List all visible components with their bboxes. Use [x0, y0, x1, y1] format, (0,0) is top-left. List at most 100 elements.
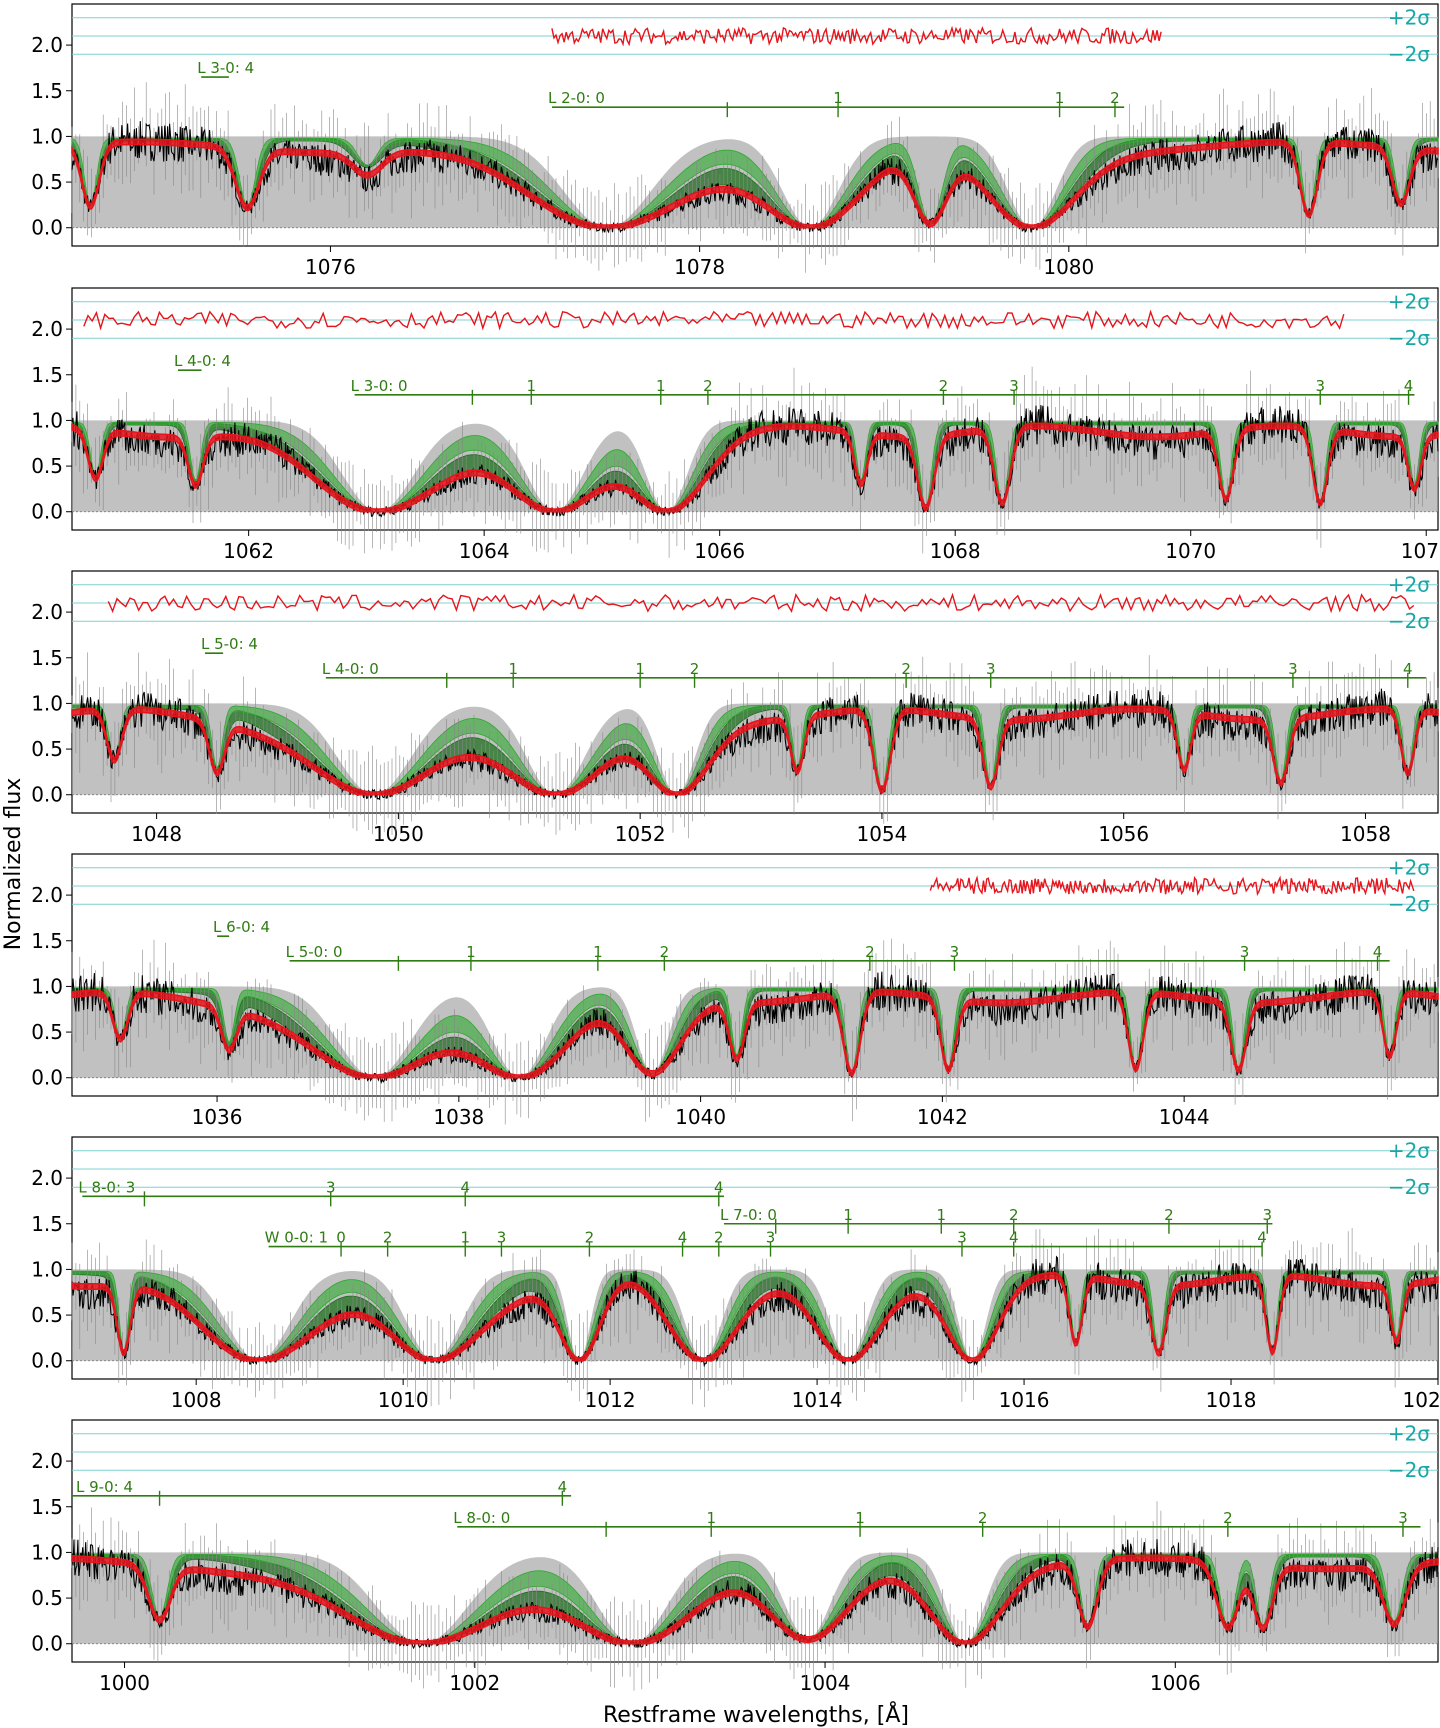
sigma-plus-label: +2σ — [1388, 573, 1430, 597]
line-marker-label: 1 — [526, 377, 536, 395]
y-tick-label: 1.0 — [31, 1540, 63, 1564]
x-tick-label: 1070 — [1165, 539, 1216, 563]
y-tick-label: 2.0 — [31, 1166, 63, 1190]
y-tick-label: 2.0 — [31, 317, 63, 341]
x-tick-label: 1066 — [694, 539, 745, 563]
sigma-plus-label: +2σ — [1388, 6, 1430, 30]
y-tick-label: 0.5 — [31, 170, 63, 194]
line-marker-label: 4 — [1404, 377, 1414, 395]
line-marker-label: 2 — [585, 1229, 595, 1247]
line-marker-label: 4 — [558, 1478, 568, 1496]
x-tick-label: 1006 — [1150, 1671, 1201, 1695]
x-tick-label: 1072 — [1401, 539, 1440, 563]
line-marker-label: 1 — [843, 1206, 853, 1224]
line-marker-label: 3 — [957, 1229, 967, 1247]
line-marker-label: 2 — [1223, 1509, 1233, 1527]
line-marker-label: 4 — [714, 1178, 724, 1196]
x-tick-label: 1042 — [917, 1105, 968, 1129]
y-tick-label: 0.5 — [31, 1020, 63, 1044]
line-marker-label: 2 — [939, 377, 949, 395]
sigma-minus-label: −2σ — [1388, 892, 1430, 916]
residuals — [551, 25, 1162, 47]
line-marker-label: 1 — [466, 943, 476, 961]
x-tick-label: 1078 — [674, 255, 725, 279]
x-tick-label: 1010 — [378, 1388, 429, 1412]
line-marker-label: 3 — [766, 1229, 776, 1247]
line-marker-label: 2 — [703, 377, 713, 395]
line-marker-label: 4 — [1257, 1229, 1267, 1247]
line-marker-label: 1 — [1055, 89, 1065, 107]
line-marker-label: 1 — [706, 1509, 716, 1527]
x-tick-label: 1062 — [223, 539, 274, 563]
total-model — [71, 422, 1439, 513]
sigma-plus-label: +2σ — [1388, 1139, 1430, 1163]
line-marker-label: 2 — [1009, 1206, 1019, 1224]
line-set-label: L 2-0: 0 — [548, 89, 605, 107]
line-set-label: L 4-0: 4 — [174, 352, 231, 370]
x-tick-label: 1076 — [305, 255, 356, 279]
line-marker-label: 3 — [497, 1229, 507, 1247]
sigma-plus-label: +2σ — [1388, 290, 1430, 314]
panel-3: +2σ −2σ 0.0 0.5 1.0 1.5 2.0 1048 1050 1052 1054 105… — [31, 570, 1439, 846]
line-set-label: L 6-0: 4 — [213, 918, 270, 936]
y-tick-label: 1.5 — [31, 1212, 63, 1236]
y-tick-label: 1.5 — [31, 1495, 63, 1519]
x-tick-label: 1080 — [1043, 255, 1094, 279]
component-band-2 — [71, 421, 1439, 513]
total-model — [71, 1554, 1439, 1645]
total-model — [71, 705, 1439, 796]
line-marker-label: 2 — [865, 943, 875, 961]
line-set-label: L 4-0: 0 — [322, 660, 379, 678]
line-marker-label: 4 — [1373, 943, 1383, 961]
x-tick-label: 1000 — [99, 1671, 150, 1695]
line-set-label: L 8-0: 3 — [78, 1178, 135, 1196]
line-marker-label: 1 — [833, 89, 843, 107]
sigma-minus-label: −2σ — [1388, 609, 1430, 633]
y-tick-label: 0.0 — [31, 500, 63, 524]
y-tick-label: 1.0 — [31, 1257, 63, 1281]
x-tick-label: 1038 — [433, 1105, 484, 1129]
sigma-plus-label: +2σ — [1388, 856, 1430, 880]
line-set-label: L 7-0: 0 — [720, 1206, 777, 1224]
line-set-label: L 8-0: 0 — [453, 1509, 510, 1527]
y-tick-label: 0.0 — [31, 216, 63, 240]
x-tick-label: 1020 — [1403, 1388, 1440, 1412]
x-tick-label: 1016 — [999, 1388, 1050, 1412]
y-tick-label: 1.0 — [31, 974, 63, 998]
line-marker-label: 2 — [714, 1229, 724, 1247]
y-tick-label: 0.0 — [31, 1066, 63, 1090]
panel-4: +2σ −2σ 0.0 0.5 1.0 1.5 2.0 1036 1038 1040 1042 104… — [31, 853, 1439, 1129]
panel-1: +2σ −2σ 0.0 0.5 1.0 1.5 2.0 1076 1078 1080 L 3-0: … — [31, 3, 1439, 279]
x-tick-label: 1008 — [171, 1388, 222, 1412]
y-tick-label: 0.0 — [31, 783, 63, 807]
y-tick-label: 0.5 — [31, 1586, 63, 1610]
y-tick-label: 1.0 — [31, 408, 63, 432]
y-tick-label: 1.0 — [31, 124, 63, 148]
y-tick-label: 2.0 — [31, 1449, 63, 1473]
panel-frame — [71, 3, 1439, 247]
line-marker-label: 2 — [901, 660, 911, 678]
panel-6: +2σ −2σ 0.0 0.5 1.0 1.5 2.0 1000 1002 1004 1006 L 9… — [31, 1419, 1439, 1695]
line-set-label: L 5-0: 4 — [201, 635, 258, 653]
line-marker-label: 3 — [950, 943, 960, 961]
line-set-label: L 5-0: 0 — [286, 943, 343, 961]
x-tick-label: 1056 — [1098, 822, 1149, 846]
x-tick-label: 1014 — [792, 1388, 843, 1412]
x-tick-label: 1004 — [800, 1671, 851, 1695]
y-tick-label: 0.5 — [31, 454, 63, 478]
line-marker-label: 2 — [1110, 89, 1120, 107]
x-tick-label: 1048 — [131, 822, 182, 846]
line-marker-label: 2 — [1164, 1206, 1174, 1224]
y-tick-label: 0.0 — [31, 1632, 63, 1656]
y-tick-label: 2.0 — [31, 33, 63, 57]
panels-group: +2σ −2σ 0.0 0.5 1.0 1.5 2.0 1076 1078 1080 L 3-0: … — [31, 3, 1440, 1695]
line-marker-label: 3 — [1009, 377, 1019, 395]
line-set-label: L 3-0: 0 — [351, 377, 408, 395]
x-tick-label: 1018 — [1206, 1388, 1257, 1412]
observed-flux — [71, 121, 1439, 234]
line-marker-label: 2 — [660, 943, 670, 961]
line-marker-label: 2 — [978, 1509, 988, 1527]
panel-2: +2σ −2σ 0.0 0.5 1.0 1.5 2.0 1062 1064 1066 1068 107… — [31, 287, 1440, 563]
